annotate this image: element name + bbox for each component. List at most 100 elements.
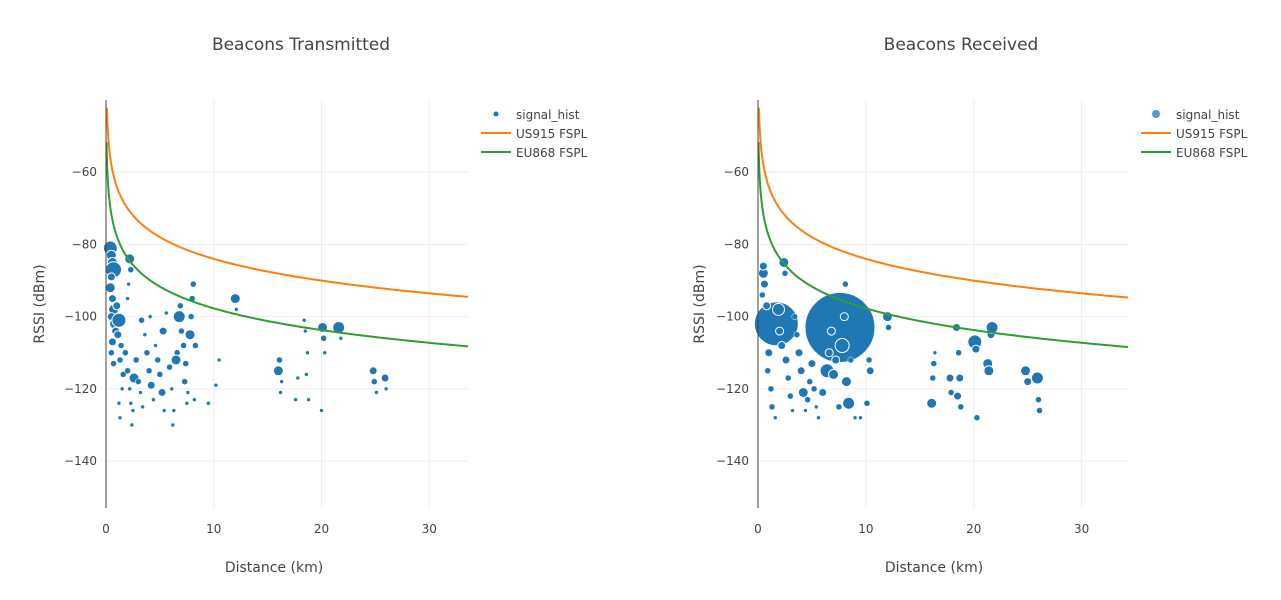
signal-hist-point[interactable] <box>777 341 787 351</box>
signal-hist-point[interactable] <box>767 385 775 393</box>
signal-hist-point[interactable] <box>932 350 938 355</box>
signal-hist-point[interactable] <box>781 355 791 365</box>
signal-hist-point[interactable] <box>797 386 809 398</box>
signal-hist-point[interactable] <box>953 391 963 401</box>
signal-hist-point[interactable] <box>840 376 852 388</box>
signal-hist-point[interactable] <box>153 343 158 348</box>
signal-hist-point[interactable] <box>147 314 153 319</box>
signal-hist-point[interactable] <box>835 403 843 411</box>
signal-hist-point[interactable] <box>852 415 858 420</box>
signal-hist-point[interactable] <box>320 335 327 342</box>
signal-hist-point[interactable] <box>304 372 309 377</box>
signal-hist-point[interactable] <box>119 371 127 378</box>
signal-hist-point[interactable] <box>124 367 131 375</box>
legend-item-us915[interactable]: US915 FSPL <box>1176 127 1248 141</box>
signal-hist-point[interactable] <box>128 401 134 406</box>
signal-hist-point[interactable] <box>764 348 774 358</box>
signal-hist-point[interactable] <box>806 378 814 385</box>
signal-hist-point[interactable] <box>759 291 766 299</box>
signal-hist-point[interactable] <box>1020 365 1032 377</box>
signal-hist-point[interactable] <box>810 385 818 393</box>
signal-hist-point[interactable] <box>158 326 168 336</box>
signal-hist-point[interactable] <box>957 403 965 411</box>
signal-hist-point[interactable] <box>151 397 156 402</box>
signal-hist-point[interactable] <box>181 378 188 385</box>
signal-hist-point[interactable] <box>127 266 135 273</box>
signal-hist-point[interactable] <box>170 354 182 366</box>
signal-hist-point[interactable] <box>156 371 164 378</box>
signal-hist-point[interactable] <box>803 408 808 413</box>
signal-hist-point[interactable] <box>826 326 836 336</box>
signal-hist-point[interactable] <box>117 342 125 349</box>
signal-hist-point[interactable] <box>206 401 211 406</box>
signal-hist-point[interactable] <box>818 387 828 397</box>
legend-transmitted[interactable]: signal_hist US915 FSPL EU868 FSPL <box>481 108 588 160</box>
signal-hist-point[interactable] <box>161 408 167 413</box>
legend-received[interactable]: signal_hist US915 FSPL EU868 FSPL <box>1141 108 1248 160</box>
signal-hist-point[interactable] <box>112 301 122 311</box>
signal-hist-point[interactable] <box>816 415 821 420</box>
signal-hist-point[interactable] <box>107 294 117 304</box>
signal-hist-point[interactable] <box>185 390 191 395</box>
signal-hist-point[interactable] <box>192 342 199 349</box>
signal-hist-point[interactable] <box>110 360 117 367</box>
signal-hist-point[interactable] <box>955 373 965 383</box>
signal-hist-point[interactable] <box>184 401 190 406</box>
signal-hist-point[interactable] <box>166 363 173 371</box>
signal-hist-point[interactable] <box>1030 371 1044 385</box>
signal-hist-point[interactable] <box>973 414 981 421</box>
signal-hist-point[interactable] <box>142 332 148 337</box>
legend-item-signal-hist[interactable]: signal_hist <box>516 108 580 122</box>
signal-hist-point[interactable] <box>182 360 189 367</box>
signal-hist-point[interactable] <box>126 281 131 287</box>
signal-hist-point[interactable] <box>775 326 785 336</box>
signal-hist-point[interactable] <box>213 382 219 388</box>
signal-hist-point[interactable] <box>784 374 792 382</box>
signal-hist-point[interactable] <box>303 328 308 334</box>
signal-hist-point[interactable] <box>842 280 849 288</box>
signal-hist-point[interactable] <box>807 359 817 369</box>
signal-hist-point[interactable] <box>1035 396 1042 403</box>
signal-hist-point[interactable] <box>796 366 806 376</box>
signal-hist-point[interactable] <box>781 270 789 277</box>
signal-hist-point[interactable] <box>839 312 849 322</box>
signal-hist-point[interactable] <box>847 356 855 364</box>
signal-hist-point[interactable] <box>1023 377 1033 387</box>
signal-hist-point[interactable] <box>926 397 938 409</box>
signal-hist-point[interactable] <box>108 349 115 356</box>
signal-hist-point[interactable] <box>169 386 174 392</box>
signal-hist-point[interactable] <box>865 366 875 376</box>
signal-hist-point[interactable] <box>319 408 324 413</box>
signal-hist-point[interactable] <box>787 392 794 400</box>
signal-hist-point[interactable] <box>132 356 140 364</box>
signal-hist-point[interactable] <box>773 415 778 420</box>
signal-hist-point[interactable] <box>865 356 873 364</box>
signal-hist-point[interactable] <box>140 404 145 410</box>
signal-hist-point[interactable] <box>768 403 776 411</box>
signal-hist-point[interactable] <box>804 291 876 363</box>
signal-hist-point[interactable] <box>790 408 795 413</box>
signal-hist-point[interactable] <box>107 337 117 347</box>
signal-hist-point[interactable] <box>138 316 145 324</box>
signal-hist-point[interactable] <box>804 396 811 403</box>
signal-hist-point[interactable] <box>295 375 301 381</box>
signal-hist-point[interactable] <box>834 338 850 354</box>
signal-hist-point[interactable] <box>154 356 161 364</box>
signal-hist-point[interactable] <box>170 422 176 428</box>
signal-hist-point[interactable] <box>863 400 871 407</box>
signal-hist-point[interactable] <box>955 349 962 356</box>
legend-item-signal-hist[interactable]: signal_hist <box>1176 108 1240 122</box>
signal-hist-point[interactable] <box>157 387 167 397</box>
signal-hist-point[interactable] <box>842 396 856 410</box>
signal-hist-point[interactable] <box>759 279 769 289</box>
signal-hist-point[interactable] <box>380 373 390 383</box>
signal-hist-point[interactable] <box>164 310 169 316</box>
signal-hist-point[interactable] <box>383 386 389 392</box>
signal-hist-point[interactable] <box>113 330 123 340</box>
signal-hist-point[interactable] <box>371 378 378 385</box>
signal-hist-point[interactable] <box>122 349 129 356</box>
signal-hist-point[interactable] <box>104 282 116 294</box>
signal-hist-point[interactable] <box>192 397 197 402</box>
signal-hist-point[interactable] <box>171 408 177 413</box>
signal-hist-point[interactable] <box>279 379 284 384</box>
